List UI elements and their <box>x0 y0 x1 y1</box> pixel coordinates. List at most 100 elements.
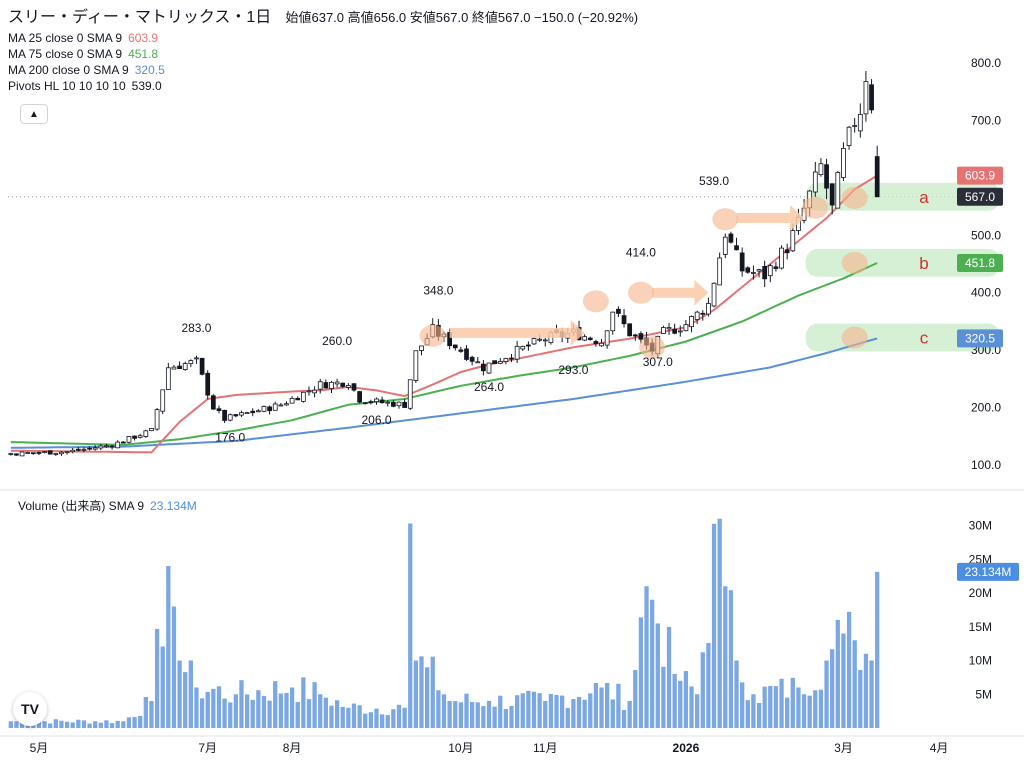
candle-body <box>137 435 143 438</box>
volume-tag: 23.134M <box>957 562 1019 581</box>
candlestick <box>317 378 323 394</box>
candle-body <box>250 410 256 414</box>
candle-body <box>593 341 599 345</box>
candle-body <box>751 272 756 274</box>
volume-bar <box>340 706 345 728</box>
candlestick <box>722 233 728 259</box>
candle-body <box>362 402 368 405</box>
volume-bar <box>14 721 19 728</box>
pivot-label: 260.0 <box>322 334 352 348</box>
volume-bar <box>160 646 165 728</box>
candle-body <box>261 405 267 412</box>
volume-bar <box>351 703 357 728</box>
legend-ma25[interactable]: MA 25 close 0 SMA 9 603.9 <box>8 30 638 46</box>
volume-bar <box>289 687 295 728</box>
candlestick <box>711 282 717 308</box>
annotation-circle <box>841 326 868 349</box>
candlestick <box>104 443 109 449</box>
volume-bar <box>171 606 177 728</box>
volume-bar <box>143 696 148 728</box>
candle-body <box>278 404 284 407</box>
candlestick <box>160 389 166 415</box>
volume-bar <box>76 719 81 728</box>
legend-value: 539.0 <box>131 79 162 93</box>
candlestick <box>419 345 424 356</box>
volume-bar <box>239 680 244 728</box>
price-tag-bg <box>957 253 1003 272</box>
volume-bar <box>745 700 750 728</box>
candle-body <box>683 324 689 332</box>
price-tag: 320.5 <box>957 329 1003 348</box>
tradingview-logo-icon[interactable]: TV <box>13 692 47 726</box>
candlestick <box>542 337 548 347</box>
volume-bar <box>638 617 644 728</box>
volume-bar <box>222 698 227 728</box>
volume-bar <box>526 690 531 728</box>
volume-bar <box>846 611 852 728</box>
volume-bar <box>588 693 593 728</box>
candle-body <box>452 344 458 349</box>
candlestick <box>312 386 317 398</box>
volume-legend[interactable]: Volume (出来高) SMA 9 23.134M <box>18 497 197 514</box>
price-tag-label: 603.9 <box>965 169 995 183</box>
candlestick <box>604 330 610 349</box>
candle-body <box>272 403 278 411</box>
volume-bar <box>672 674 677 728</box>
candle-body <box>340 382 346 387</box>
candle-body <box>621 315 627 325</box>
candlestick <box>841 142 846 181</box>
candlestick <box>239 410 244 418</box>
annotation-arrow <box>736 205 805 232</box>
collapse-legend-button[interactable]: ▲ <box>20 104 48 124</box>
pivot-label: 293.0 <box>558 363 588 377</box>
volume-bar <box>346 707 351 728</box>
candle-body <box>475 361 481 364</box>
candle-body <box>300 391 306 402</box>
candlestick <box>132 435 137 441</box>
zone-label: b <box>919 254 928 273</box>
candlestick <box>64 451 70 455</box>
volume-bar <box>81 720 87 728</box>
legend-label: MA 25 close 0 SMA 9 <box>8 31 123 45</box>
legend-value: 451.8 <box>128 47 159 61</box>
symbol-title[interactable]: スリー・ディー・マトリックス・1日 <box>8 9 272 26</box>
legend-ma200[interactable]: MA 200 close 0 SMA 9 320.5 <box>8 62 638 78</box>
candlestick <box>599 338 604 347</box>
candle-body <box>222 409 227 421</box>
volume-bar <box>801 694 807 728</box>
volume-bar <box>301 677 306 728</box>
legend-ma75[interactable]: MA 75 close 0 SMA 9 451.8 <box>8 46 638 62</box>
candlestick <box>756 268 762 278</box>
volume-bar <box>785 697 790 728</box>
candle-body <box>829 183 835 206</box>
candle-body <box>317 381 323 390</box>
chart-grid <box>0 196 1024 737</box>
candle-body <box>767 265 773 277</box>
candlestick <box>210 394 216 410</box>
candle-body <box>323 382 329 389</box>
candlestick <box>734 237 739 251</box>
candle-body <box>109 445 115 448</box>
candlestick <box>677 325 683 337</box>
legend-pivots[interactable]: Pivots HL 10 10 10 10 539.0 <box>8 78 638 94</box>
volume-bar <box>453 701 458 728</box>
candle-body <box>30 452 36 455</box>
candlestick <box>503 357 509 365</box>
candle-body <box>171 366 177 370</box>
volume-bar <box>36 721 42 728</box>
candlestick <box>289 396 295 404</box>
candle-body <box>812 171 818 193</box>
volume-bar <box>430 656 435 728</box>
volume-bar <box>756 702 762 728</box>
candle-body <box>756 269 762 272</box>
candlestick <box>773 261 779 272</box>
candlestick <box>374 397 379 405</box>
candle-body <box>87 447 92 450</box>
candle-body <box>672 328 678 334</box>
candlestick <box>199 357 205 376</box>
candlestick <box>413 350 419 383</box>
time-tick-label: 10月 <box>448 741 473 755</box>
candle-body <box>784 249 790 254</box>
candlestick <box>25 451 31 454</box>
